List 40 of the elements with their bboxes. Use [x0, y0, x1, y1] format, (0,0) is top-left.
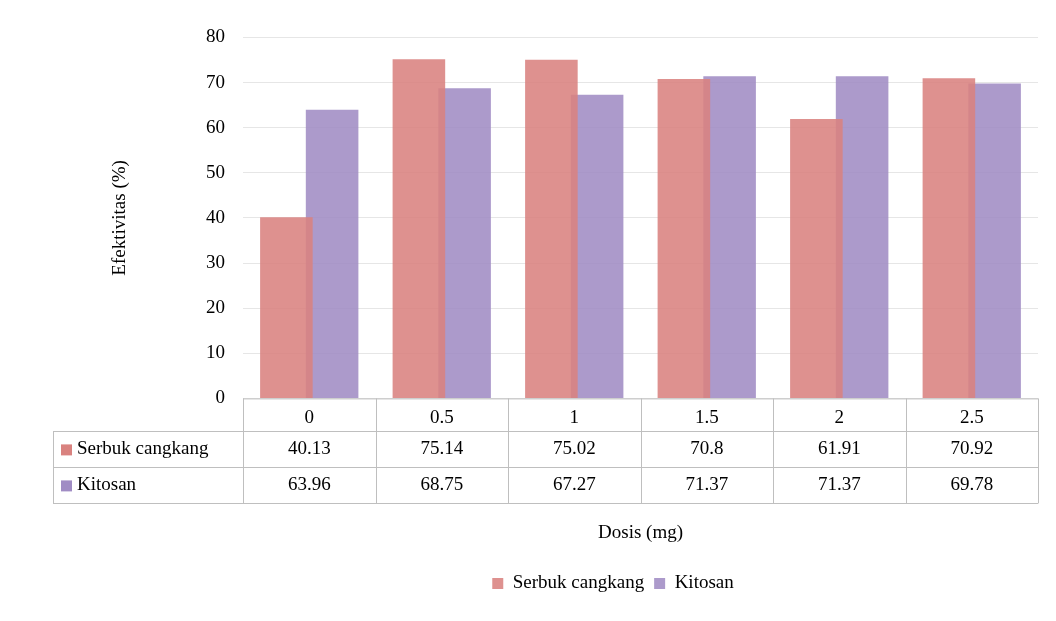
text: Serbuk cangkang	[512, 571, 645, 593]
bar	[657, 78, 711, 398]
bar	[922, 78, 976, 398]
y-tick-label: 0	[215, 386, 225, 408]
bar	[525, 59, 578, 398]
y-tick-label: 20	[206, 296, 225, 318]
x-tick-label: 2.5	[959, 405, 984, 427]
text: Kitosan	[77, 473, 137, 495]
legend-label: Serbuk cangkang	[77, 437, 209, 459]
data-label: 40.13	[287, 437, 331, 459]
x-tick-label: 1	[569, 405, 579, 427]
data-label: 71.37	[685, 473, 729, 495]
y-tick-label: 60	[206, 115, 225, 137]
bar	[260, 217, 313, 398]
bar	[790, 119, 843, 398]
legend-label: Kitosan	[674, 571, 735, 593]
y-tick-label: 70	[206, 70, 225, 92]
x-tick-label: 0	[304, 405, 314, 427]
data-label: 61.91	[817, 437, 861, 459]
y-tick-label: 80	[206, 25, 225, 47]
data-label: 68.75	[420, 473, 464, 495]
data-label: 75.02	[552, 437, 596, 459]
y-tick-label: 50	[206, 160, 225, 182]
x-axis-title: Dosis (mg)	[598, 520, 683, 543]
y-tick-label: 40	[206, 205, 225, 227]
data-label: 67.27	[552, 473, 596, 495]
data-label: 70.8	[690, 437, 724, 459]
data-label: 69.78	[950, 473, 994, 495]
bar	[392, 59, 446, 398]
data-label: 71.37	[817, 473, 861, 495]
y-tick-label: 10	[206, 341, 225, 363]
data-label: 70.92	[950, 437, 994, 459]
data-label: 63.96	[287, 473, 331, 495]
y-axis-title: Efektivitas (%)	[107, 160, 130, 276]
x-tick-label: 1.5	[694, 405, 719, 427]
bar	[305, 109, 359, 398]
x-tick-label: 0.5	[429, 405, 454, 427]
x-tick-label: 2	[834, 405, 844, 427]
data-label: 75.14	[420, 437, 464, 459]
y-tick-label: 30	[206, 251, 225, 273]
